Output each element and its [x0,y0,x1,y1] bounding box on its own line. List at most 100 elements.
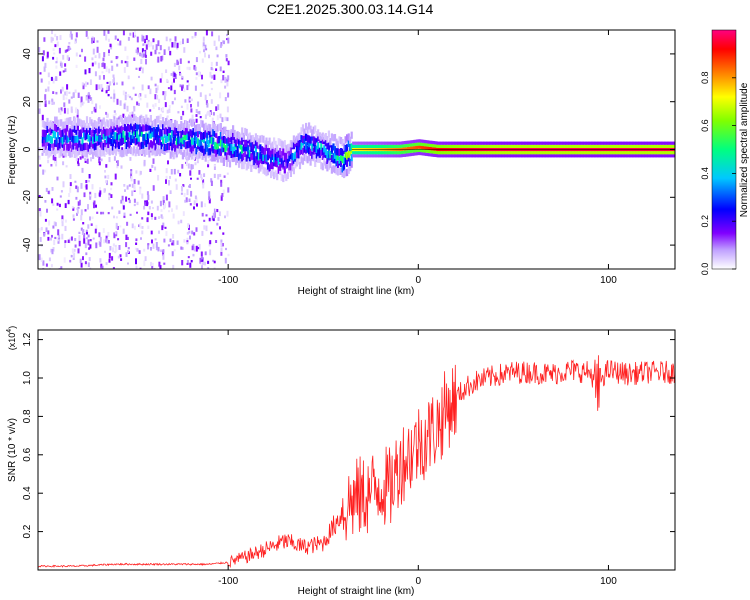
ridge-cell [537,154,540,158]
ridge-cell [57,131,60,140]
ridge-cell [102,132,105,140]
ridge-cell [224,152,227,160]
ridge-cell [184,132,187,141]
ridge-cell [469,144,472,148]
ridge-cell [592,151,595,155]
ridge-cell [291,152,294,161]
noise-speckle [134,93,137,96]
ridge-cell [107,136,110,144]
ridge-cell [47,150,51,158]
ridge-cell [301,148,305,156]
noise-speckle [49,133,52,139]
ridge-cell [359,154,362,158]
ridge-cell [327,162,330,170]
ridge-cell [612,144,615,148]
noise-speckle [50,264,53,268]
ridge-cell [437,154,440,158]
ridge-cell [268,164,271,172]
noise-speckle [144,94,147,98]
noise-speckle [149,109,152,112]
ridge-cell [403,150,406,154]
noise-speckle [181,75,184,79]
ridge-cell [172,129,175,137]
ridge-cell [367,141,370,145]
ridge-cell [67,143,70,151]
noise-speckle [59,71,62,76]
noise-speckle [122,228,125,234]
ridge-cell [160,120,163,128]
ridge-cell [569,144,572,148]
noise-speckle [169,50,172,56]
ridge-cell [130,116,133,124]
ridge-cell [352,144,355,148]
noise-speckle [201,212,204,217]
ridge-cell [423,146,426,150]
ridge-cell [203,148,206,156]
noise-speckle [75,52,78,57]
ridge-cell [321,132,324,140]
ridge-cell [498,141,501,145]
ridge-cell [181,137,184,145]
ridge-cell [306,156,309,164]
ridge-cell [416,142,419,146]
ridge-cell [347,154,350,162]
noise-speckle [78,235,81,241]
ridge-cell [116,124,119,133]
noise-speckle [79,258,82,264]
ridge-cell [235,158,238,166]
ridge-cell [516,154,519,158]
ridge-cell [174,127,177,135]
noise-speckle [210,66,213,71]
ridge-cell [362,141,365,145]
ridge-cell [653,144,656,148]
ridge-cell [145,124,148,132]
ridge-cell [397,151,400,155]
ridge-cell [108,137,111,145]
noise-speckle [220,79,223,84]
noise-speckle [216,54,219,58]
ridge-cell [99,134,102,143]
noise-speckle [152,185,155,191]
noise-speckle [150,41,153,47]
noise-speckle [77,162,80,167]
noise-speckle [174,178,177,182]
noise-speckle [103,154,106,157]
ridge-cell [311,143,314,151]
ridge-cell [353,144,356,148]
noise-speckle [208,191,211,197]
ridge-cell [187,140,190,149]
noise-speckle [108,192,111,196]
noise-speckle [209,112,211,117]
ridge-cell [200,148,203,156]
ridge-cell [136,117,139,125]
ridge-cell [517,144,521,148]
noise-speckle [57,239,60,244]
noise-speckle [150,200,153,204]
ridge-cell [645,141,648,145]
noise-speckle [91,184,94,190]
ridge-cell [467,151,470,155]
ridge-cell [330,133,333,141]
noise-speckle [85,252,88,256]
noise-speckle [61,233,64,240]
noise-speckle [135,265,138,269]
ridge-cell [355,144,358,148]
ridge-cell [460,154,463,158]
ridge-cell [411,143,414,147]
ridge-cell [72,142,75,150]
noise-speckle [96,46,99,53]
ridge-cell [400,144,403,148]
ridge-cell [467,144,470,148]
ridge-cell [592,154,595,158]
ridge-cell [548,144,551,148]
noise-speckle [125,234,128,240]
noise-speckle [104,175,107,179]
ridge-cell [470,141,473,145]
ridge-cell [517,141,521,145]
ridge-cell [470,154,473,158]
ridge-cell [431,150,434,154]
ridge-cell [297,157,300,165]
noise-speckle [157,175,160,181]
ridge-cell [406,140,410,144]
